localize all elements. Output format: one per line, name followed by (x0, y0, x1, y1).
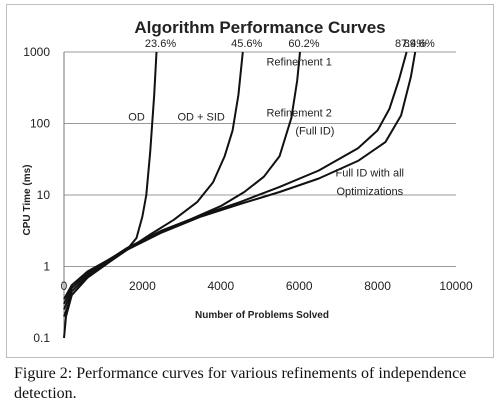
x-axis-ticks: 0 2000 4000 6000 8000 10000 (61, 279, 473, 293)
chart: Algorithm Performance Curves 0.1 1 10 100 10… (22, 18, 473, 345)
series-line-5 (63, 51, 417, 300)
series-lines (63, 51, 417, 339)
curve-annotations: OD OD + SID Refinement 1 Refinement 2 (Full … (128, 56, 404, 198)
y-axis-ticks: 0.1 1 10 100 1000 (23, 45, 50, 345)
x-axis-label: Number of Problems Solved (195, 310, 329, 321)
series-line-3 (63, 51, 301, 310)
y-tick-label: 1000 (23, 45, 50, 59)
x-tick-label: 4000 (207, 279, 234, 293)
x-tick-label: 0 (61, 279, 68, 293)
percent-label: 87.4% (395, 38, 426, 50)
x-tick-label: 8000 (364, 279, 391, 293)
percent-label: 45.6% (231, 38, 262, 50)
curve-annotation: Refinement 1 (266, 56, 331, 68)
series-line-4 (63, 51, 408, 305)
y-tick-label: 10 (37, 188, 51, 202)
curve-annotation: Optimizations (336, 186, 403, 198)
x-tick-label: 10000 (439, 279, 473, 293)
percent-label: 60.2% (288, 38, 319, 50)
y-tick-label: 1 (43, 260, 50, 274)
figure-caption: Figure 2: Performance curves for various… (14, 365, 467, 402)
curve-annotation: OD + SID (178, 112, 225, 124)
curve-annotation: OD (128, 112, 145, 124)
y-axis-label: CPU Time (ms) (22, 165, 33, 236)
y-tick-label: 0.1 (33, 331, 50, 345)
percent-label: 23.6% (145, 38, 176, 50)
percent-label: 89.6% (404, 38, 435, 50)
curve-annotation: Full ID with all (336, 168, 404, 180)
chart-title: Algorithm Performance Curves (134, 18, 385, 37)
y-tick-label: 100 (30, 117, 50, 131)
curve-annotation: Refinement 2 (266, 108, 331, 120)
percent-labels: 23.6% 45.6% 60.2% 87.4%89.6% (145, 38, 435, 50)
series-line-2 (63, 51, 244, 317)
x-tick-label: 6000 (286, 279, 313, 293)
curve-annotation: (Full ID) (295, 126, 334, 138)
x-tick-label: 2000 (129, 279, 156, 293)
